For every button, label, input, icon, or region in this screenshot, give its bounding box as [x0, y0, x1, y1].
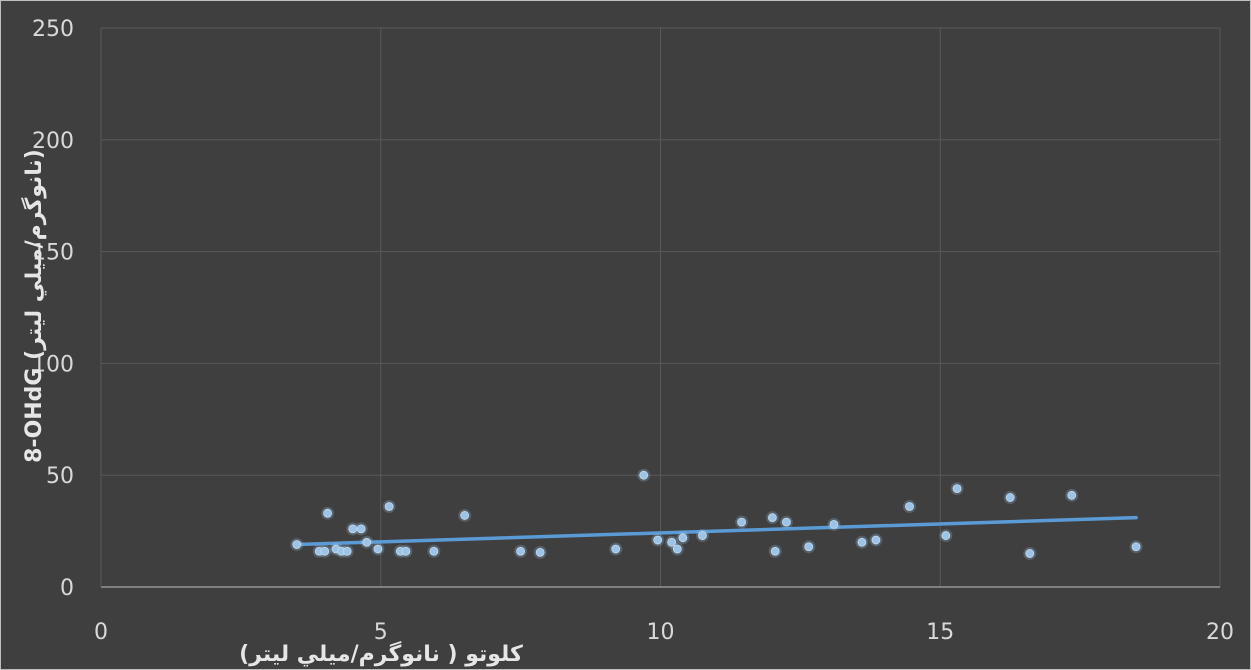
data-point: [678, 533, 688, 543]
data-point: [342, 546, 352, 556]
data-point: [829, 519, 839, 529]
data-point: [356, 524, 366, 534]
data-point: [516, 546, 526, 556]
data-point: [384, 502, 394, 511]
data-point: [320, 546, 330, 556]
y-tick-label: 0: [60, 576, 74, 601]
gridlines: [101, 27, 1221, 587]
data-point: [941, 531, 951, 540]
x-tick-label: 20: [1206, 620, 1234, 645]
y-tick-label: 200: [32, 129, 74, 154]
x-tick-label: 5: [374, 620, 388, 645]
data-point: [672, 544, 682, 554]
data-point: [667, 537, 677, 547]
data-point: [323, 508, 332, 518]
data-point: [905, 502, 914, 511]
axes: [100, 28, 1220, 588]
data-point: [362, 537, 372, 547]
trendline-group: [295, 515, 1138, 547]
x-tick-label: 10: [647, 620, 675, 645]
data-point: [292, 540, 302, 549]
data-point: [768, 513, 777, 523]
data-point: [373, 544, 383, 554]
data-point: [737, 517, 747, 527]
data-point: [611, 544, 621, 554]
data-point: [871, 535, 881, 545]
x-axis-title: كلوتو ( نانوگرم/ميلي ليتر): [239, 640, 523, 667]
trendline: [295, 515, 1138, 547]
data-point: [781, 517, 791, 527]
data-point: [804, 542, 814, 552]
y-tick-label: 150: [32, 241, 74, 266]
y-tick-label: 250: [32, 17, 74, 42]
y-tick-label: 50: [46, 464, 74, 489]
data-point: [770, 546, 780, 556]
y-tick-labels: 0 50 100 150 200 250: [32, 17, 74, 601]
x-tick-label: 0: [94, 620, 108, 645]
x-tick-label: 15: [926, 620, 954, 645]
data-point: [857, 537, 867, 547]
data-point: [1131, 542, 1141, 552]
data-point: [401, 546, 411, 556]
data-point: [1025, 549, 1035, 558]
data-points: [290, 468, 1143, 560]
data-point: [639, 470, 649, 480]
y-axis-title: 8-OHdG (نانوگرم/ميلي ليتر): [20, 149, 47, 463]
data-point: [1067, 490, 1077, 500]
data-point: [952, 484, 962, 494]
data-point: [460, 511, 470, 520]
data-point: [653, 535, 663, 545]
data-point: [429, 546, 439, 556]
x-tick-labels: 0 5 10 15 20: [94, 620, 1234, 645]
y-tick-label: 100: [32, 352, 74, 377]
data-point: [1005, 493, 1015, 502]
data-point: [535, 547, 545, 557]
data-point: [698, 531, 707, 540]
